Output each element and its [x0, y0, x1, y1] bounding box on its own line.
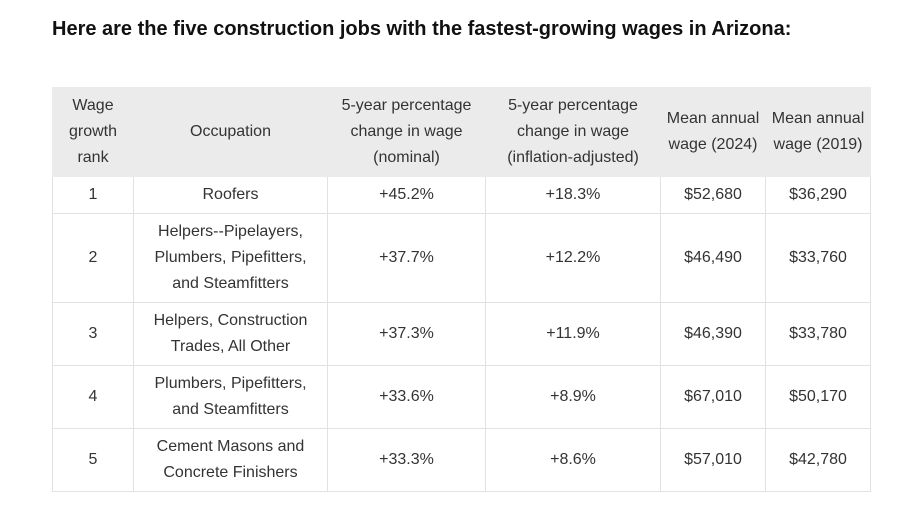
heading: Here are the five construction jobs with… [52, 18, 792, 40]
table-cell: $67,010 [660, 365, 766, 429]
column-header: Occupation [133, 87, 328, 177]
table-cell: Plumbers, Pipefitters, and Steamfitters [133, 365, 328, 429]
table-cell: +33.6% [327, 365, 486, 429]
table-cell: $33,760 [765, 213, 871, 303]
table-row: 5 Cement Masons and Concrete Finishers +33… [52, 428, 871, 492]
table-head: Wage growth rank Occupation 5-year percent… [52, 87, 871, 177]
table-cell: Cement Masons and Concrete Finishers [133, 428, 328, 492]
table-cell: +33.3% [327, 428, 486, 492]
table-row: 4 Plumbers, Pipefitters, and Steamfitters… [52, 365, 871, 429]
table-cell: $50,170 [765, 365, 871, 429]
table-cell: +8.6% [485, 428, 661, 492]
table-cell: 2 [52, 213, 134, 303]
table-cell: Helpers, Construction Trades, All Other [133, 302, 328, 366]
table-cell: $46,390 [660, 302, 766, 366]
table-row: 2 Helpers--Pipelayers, Plumbers, Pipefitt… [52, 213, 871, 303]
table-cell: $36,290 [765, 176, 871, 214]
table-cell: $46,490 [660, 213, 766, 303]
table-cell: +37.7% [327, 213, 486, 303]
table-cell: 1 [52, 176, 134, 214]
column-header: 5-year percentage change in wage (nomina… [327, 87, 486, 177]
table-row: 3 Helpers, Construction Trades, All Other… [52, 302, 871, 366]
table-cell: +37.3% [327, 302, 486, 366]
table-cell: $42,780 [765, 428, 871, 492]
table-body: 1 Roofers +45.2% +18.3% $52,680 $36,290 2 Helpe… [52, 176, 871, 492]
table-cell: 5 [52, 428, 134, 492]
header-row: Wage growth rank Occupation 5-year percent… [52, 87, 871, 177]
column-header: Mean annual wage (2024) [660, 87, 766, 177]
table-cell: +45.2% [327, 176, 486, 214]
table-cell: +12.2% [485, 213, 661, 303]
table-cell: $33,780 [765, 302, 871, 366]
table-cell: 4 [52, 365, 134, 429]
table-cell: Roofers [133, 176, 328, 214]
column-header: Mean annual wage (2019) [765, 87, 871, 177]
table-cell: Helpers--Pipelayers, Plumbers, Pipefitte… [133, 213, 328, 303]
table-cell: $52,680 [660, 176, 766, 214]
column-header: 5-year percentage change in wage (inflat… [485, 87, 661, 177]
table-row: 1 Roofers +45.2% +18.3% $52,680 $36,290 [52, 176, 871, 214]
table-cell: +11.9% [485, 302, 661, 366]
table-cell: 3 [52, 302, 134, 366]
table-cell: +18.3% [485, 176, 661, 214]
column-header: Wage growth rank [52, 87, 134, 177]
table-cell: +8.9% [485, 365, 661, 429]
table-cell: $57,010 [660, 428, 766, 492]
wage-table: Wage growth rank Occupation 5-year percent… [52, 87, 871, 492]
